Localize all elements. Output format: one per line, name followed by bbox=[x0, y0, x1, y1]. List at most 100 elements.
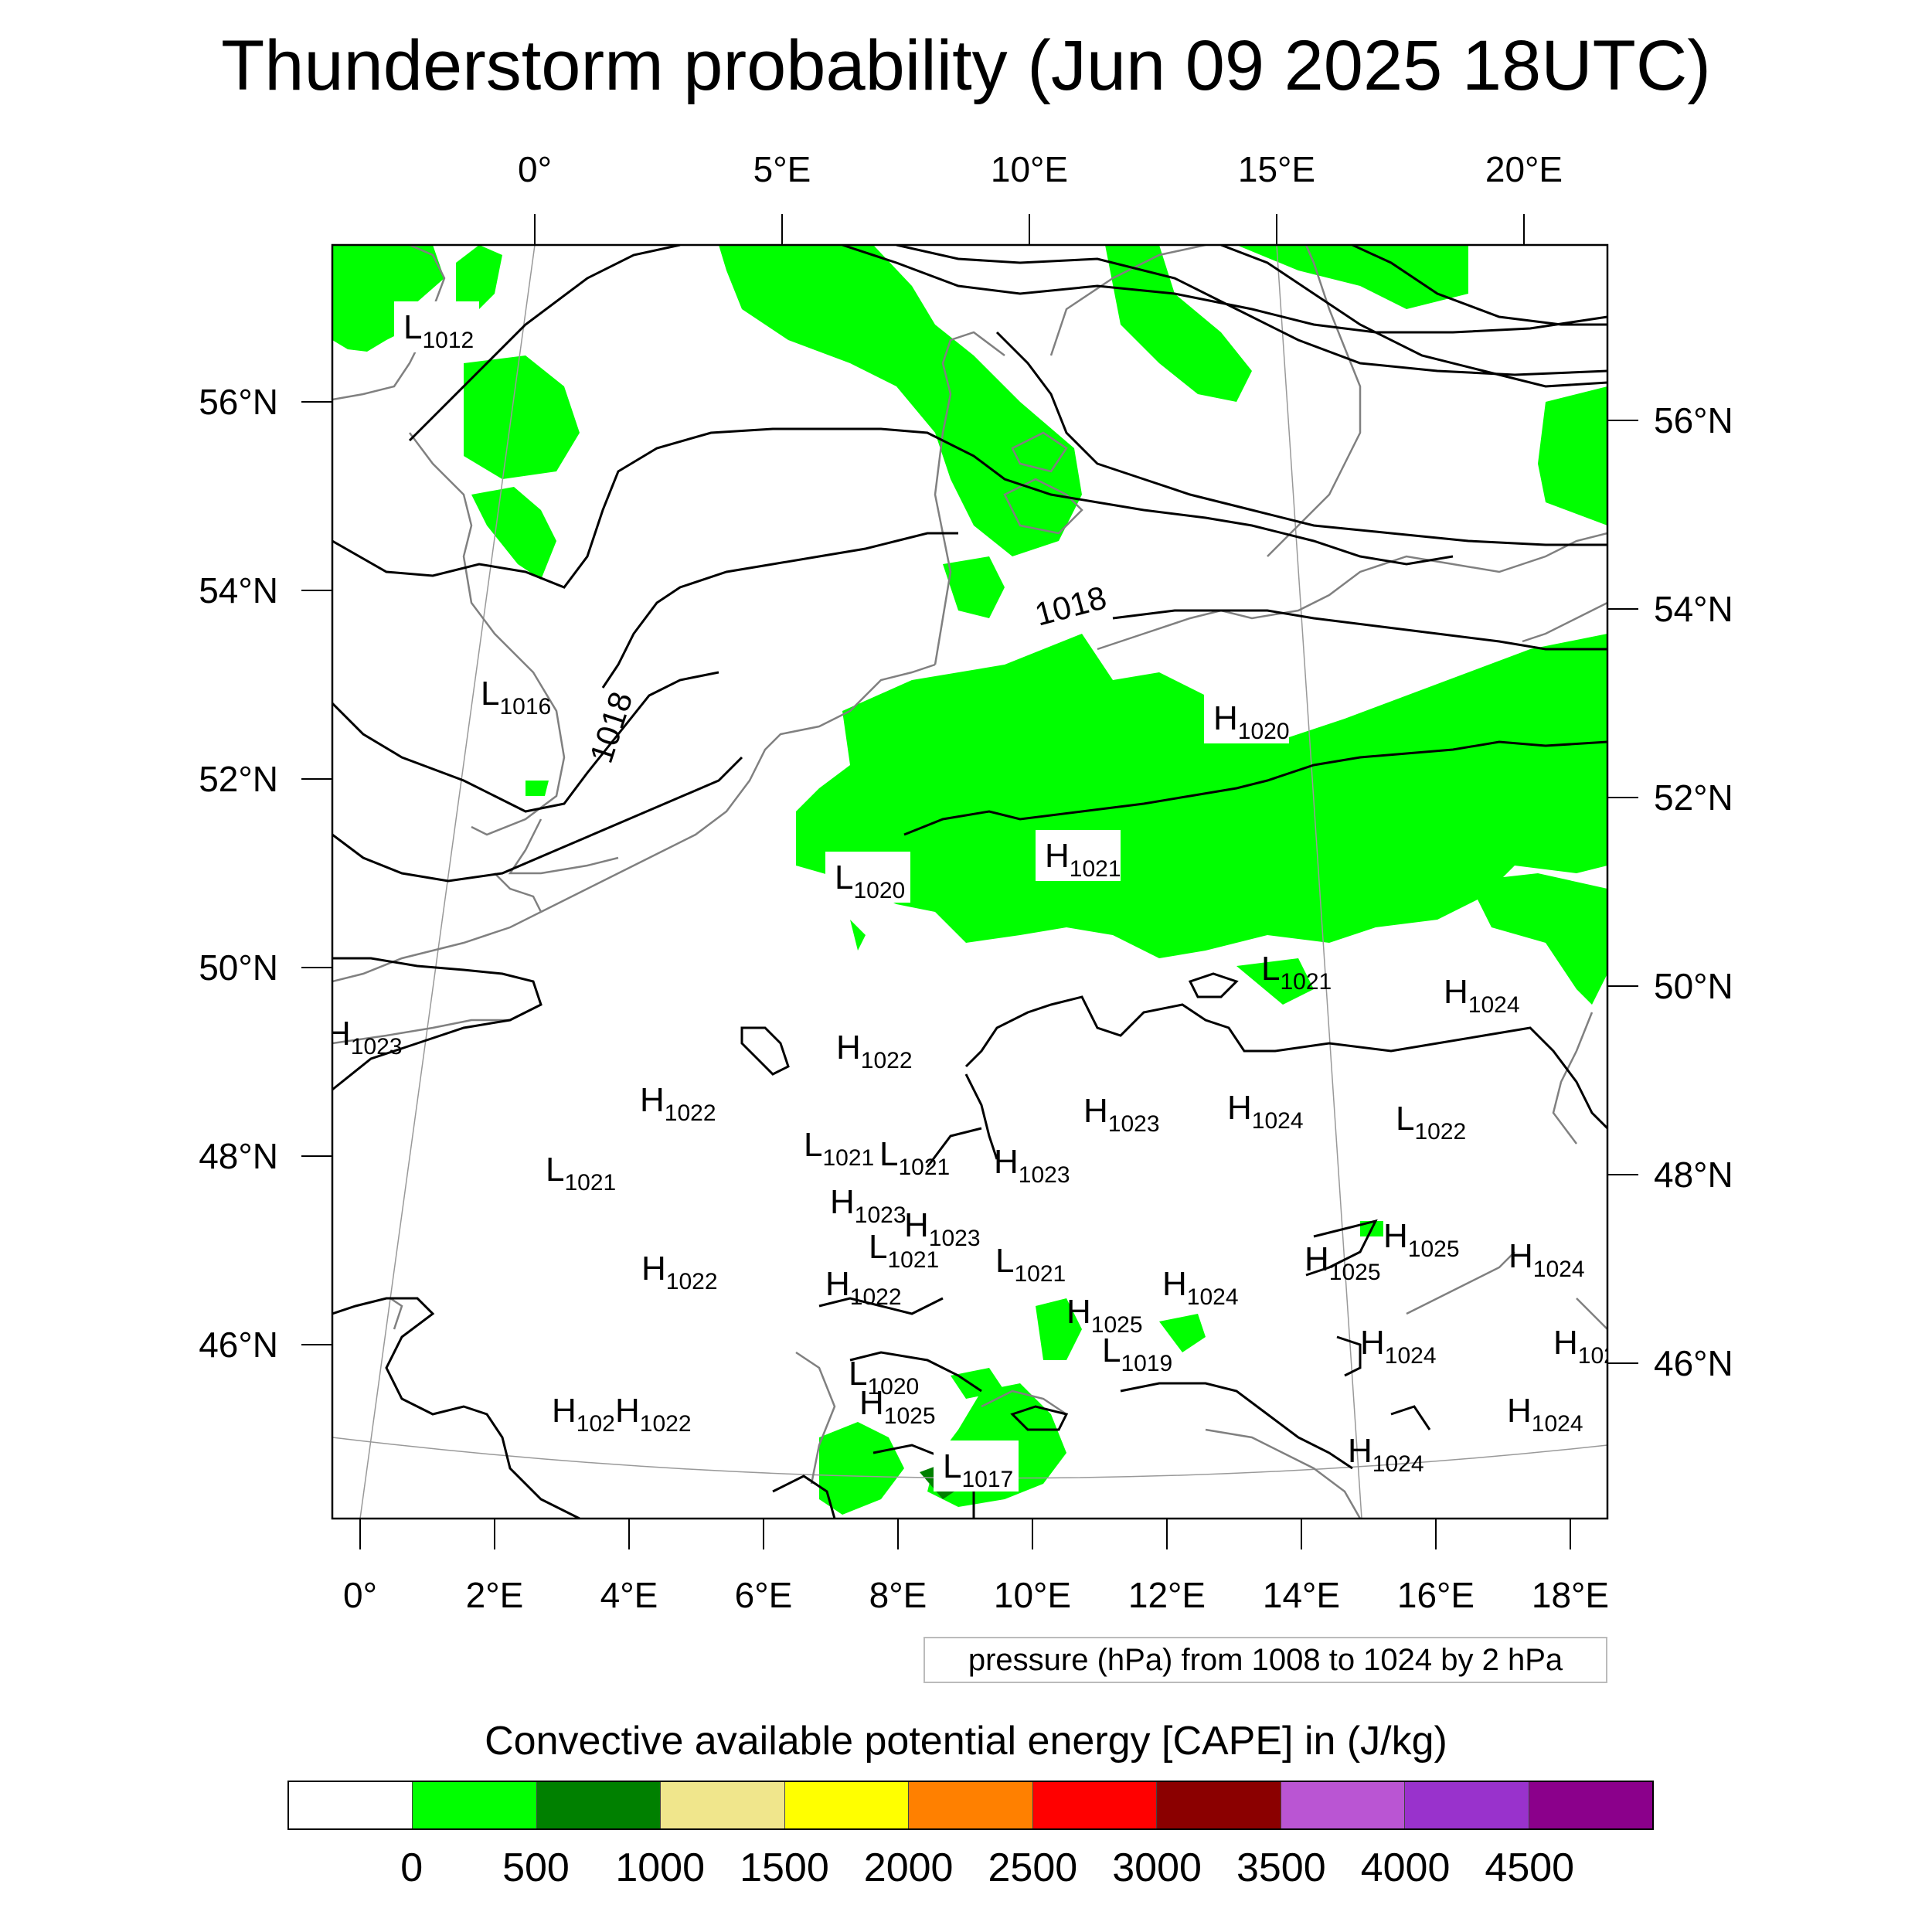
svg-text:L1020: L1020 bbox=[849, 1355, 919, 1400]
colorbar-swatch bbox=[1528, 1782, 1652, 1828]
svg-text:H1023: H1023 bbox=[904, 1206, 981, 1251]
svg-text:H1023: H1023 bbox=[326, 1015, 403, 1060]
high-pressure-center: H102 bbox=[1553, 1324, 1617, 1369]
colorbar bbox=[287, 1781, 1654, 1830]
svg-text:H1024: H1024 bbox=[1509, 1237, 1585, 1282]
svg-text:H1025: H1025 bbox=[1304, 1240, 1381, 1285]
svg-text:L1021: L1021 bbox=[546, 1151, 616, 1196]
lat-label: 54°N bbox=[199, 570, 278, 611]
pressure-contour-note: pressure (hPa) from 1008 to 1024 by 2 hP… bbox=[923, 1637, 1607, 1683]
low-pressure-center: L1021 bbox=[869, 1228, 939, 1273]
svg-text:L1021: L1021 bbox=[804, 1126, 874, 1171]
colorbar-swatch bbox=[1156, 1782, 1281, 1828]
lon-label: 18°E bbox=[1532, 1575, 1609, 1615]
svg-text:H1024: H1024 bbox=[1227, 1089, 1304, 1134]
high-pressure-center: H1024 bbox=[1348, 1432, 1424, 1477]
high-pressure-center: H1022 bbox=[836, 1029, 913, 1073]
colorbar-label: 500 bbox=[502, 1845, 570, 1890]
lat-label: 56°N bbox=[1654, 400, 1733, 440]
svg-text:L1021: L1021 bbox=[869, 1228, 939, 1273]
high-pressure-center: H1025 bbox=[1066, 1293, 1143, 1338]
colorbar-swatch bbox=[784, 1782, 909, 1828]
high-pressure-center: H102 bbox=[552, 1392, 615, 1437]
lon-label: 0° bbox=[518, 149, 552, 189]
lat-label: 52°N bbox=[199, 759, 278, 799]
pressure-centers: L1012 L1016 H1020 H1021 L1020 L1021 H1024 H1023… bbox=[326, 301, 1617, 1492]
lon-label: 10°E bbox=[994, 1575, 1071, 1615]
map-title: Thunderstorm probability (Jun 09 2025 18… bbox=[221, 26, 1711, 105]
bottom-longitude-labels: 0° 2°E 4°E 6°E 8°E 10°E 12°E 14°E 16°E 1… bbox=[343, 1575, 1609, 1615]
colorbar-swatch bbox=[536, 1782, 661, 1828]
top-longitude-labels: 0° 5°E 10°E 15°E 20°E bbox=[518, 149, 1563, 189]
lat-label: 46°N bbox=[1654, 1343, 1733, 1383]
low-pressure-center: L1016 bbox=[481, 675, 551, 719]
lon-label: 5°E bbox=[753, 149, 811, 189]
low-pressure-center: L1021 bbox=[804, 1126, 874, 1171]
high-pressure-center: H1022 bbox=[615, 1392, 692, 1437]
lat-label: 56°N bbox=[199, 382, 278, 422]
svg-text:L1017: L1017 bbox=[943, 1447, 1013, 1492]
high-pressure-center: H1024 bbox=[1444, 973, 1520, 1018]
svg-text:H1024: H1024 bbox=[1360, 1324, 1437, 1369]
lat-label: 50°N bbox=[199, 947, 278, 988]
cape-field bbox=[332, 245, 1607, 1515]
colorbar-label: 4000 bbox=[1360, 1845, 1451, 1890]
svg-text:H1022: H1022 bbox=[641, 1250, 718, 1294]
lon-label: 20°E bbox=[1485, 149, 1563, 189]
isobar-label: 1018 bbox=[1031, 579, 1110, 633]
high-pressure-center: H1022 bbox=[825, 1265, 902, 1310]
lon-label: 10°E bbox=[991, 149, 1068, 189]
colorbar-swatch bbox=[660, 1782, 784, 1828]
svg-text:L1021: L1021 bbox=[995, 1242, 1066, 1287]
svg-text:H1024: H1024 bbox=[1162, 1265, 1239, 1310]
left-latitude-labels: 56°N 54°N 52°N 50°N 48°N 46°N bbox=[199, 382, 278, 1365]
colorbar-swatch bbox=[289, 1782, 413, 1828]
map-frame bbox=[331, 243, 1609, 1520]
svg-text:H102: H102 bbox=[1553, 1324, 1617, 1369]
svg-text:L1021: L1021 bbox=[1261, 950, 1332, 995]
low-pressure-center: L1020 bbox=[849, 1355, 919, 1400]
lat-label: 48°N bbox=[199, 1136, 278, 1176]
lon-label: 2°E bbox=[466, 1575, 524, 1615]
colorbar-swatch bbox=[412, 1782, 536, 1828]
low-pressure-center: L1019 bbox=[1102, 1332, 1172, 1376]
svg-text:H1024: H1024 bbox=[1348, 1432, 1424, 1477]
low-pressure-center: L1017 bbox=[934, 1440, 1019, 1492]
low-pressure-center: L1021 bbox=[1261, 950, 1332, 995]
high-pressure-center: H1023 bbox=[1083, 1092, 1160, 1137]
svg-text:L1020: L1020 bbox=[835, 859, 905, 903]
high-pressure-center: H1024 bbox=[1360, 1324, 1437, 1369]
svg-text:H1025: H1025 bbox=[1383, 1217, 1460, 1262]
high-pressure-center: H1021 bbox=[1036, 830, 1121, 882]
svg-text:L1019: L1019 bbox=[1102, 1332, 1172, 1376]
high-pressure-center: H1023 bbox=[830, 1183, 906, 1228]
high-pressure-center: H1023 bbox=[326, 1015, 403, 1060]
lat-label: 48°N bbox=[1654, 1155, 1733, 1195]
svg-text:H1023: H1023 bbox=[1083, 1092, 1160, 1137]
high-pressure-center: H1025 bbox=[1383, 1217, 1460, 1262]
high-pressure-center: H1025 bbox=[1304, 1240, 1381, 1285]
colorbar-label: 1000 bbox=[615, 1845, 706, 1890]
isobar-label: 1018 bbox=[583, 687, 640, 767]
legend-title: Convective available potential energy [C… bbox=[485, 1719, 1447, 1764]
low-pressure-center: L1021 bbox=[879, 1135, 950, 1180]
colorbar-label: 0 bbox=[400, 1845, 423, 1890]
colorbar-swatch bbox=[908, 1782, 1032, 1828]
lon-label: 6°E bbox=[735, 1575, 793, 1615]
svg-text:H1024: H1024 bbox=[1444, 973, 1520, 1018]
colorbar-label: 4500 bbox=[1485, 1845, 1575, 1890]
high-pressure-center: H1024 bbox=[1162, 1265, 1239, 1310]
high-pressure-center: H1024 bbox=[1509, 1237, 1585, 1282]
lon-label: 15°E bbox=[1238, 149, 1315, 189]
colorbar-labels: 0 500 1000 1500 2000 2500 3000 3500 4000 4500 bbox=[0, 1844, 1932, 1898]
low-pressure-center: L1012 bbox=[394, 301, 479, 353]
lat-label: 54°N bbox=[1654, 589, 1733, 629]
lon-label: 0° bbox=[343, 1575, 377, 1615]
coastlines bbox=[332, 245, 1607, 1519]
high-pressure-center: H1022 bbox=[641, 1250, 718, 1294]
lat-label: 52°N bbox=[1654, 777, 1733, 818]
lon-label: 14°E bbox=[1263, 1575, 1340, 1615]
low-pressure-center: L1021 bbox=[995, 1242, 1066, 1287]
colorbar-label: 2000 bbox=[863, 1845, 954, 1890]
svg-text:L1012: L1012 bbox=[403, 308, 474, 353]
